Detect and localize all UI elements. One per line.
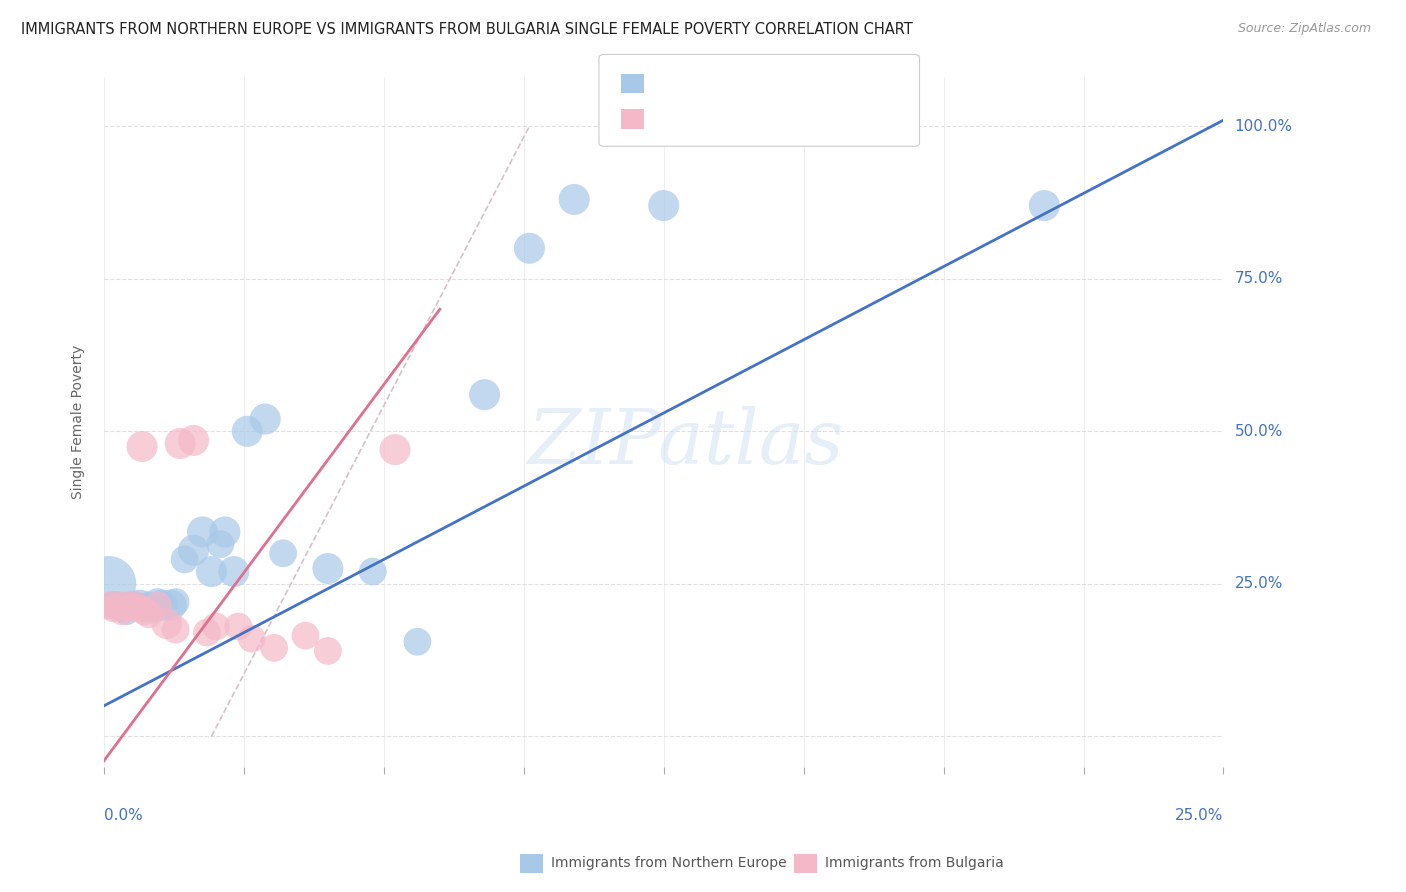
Point [146, 595, 169, 609]
Point [124, 598, 146, 612]
Text: Source: ZipAtlas.com: Source: ZipAtlas.com [1237, 22, 1371, 36]
Point [1033, 198, 1056, 212]
Point [406, 634, 429, 648]
Point [209, 537, 232, 551]
Point [101, 601, 124, 615]
Y-axis label: Single Female Poverty: Single Female Poverty [72, 345, 86, 500]
Point [131, 440, 153, 454]
Point [562, 193, 585, 207]
Point [111, 604, 134, 618]
Point [138, 607, 160, 622]
Point [156, 616, 179, 631]
Point [160, 598, 183, 612]
Point [173, 552, 195, 566]
Point [120, 601, 142, 615]
Point [254, 412, 277, 426]
Point [519, 241, 541, 255]
Point [474, 387, 496, 401]
Point [165, 595, 187, 609]
Point [271, 546, 294, 560]
Point [652, 198, 675, 212]
Point [120, 598, 142, 612]
Point [169, 436, 191, 450]
Point [195, 625, 218, 640]
Point [97, 598, 120, 612]
Point [200, 565, 222, 579]
Point [316, 644, 339, 658]
Point [97, 576, 120, 591]
Point [101, 598, 124, 612]
Point [294, 629, 316, 643]
Text: R = 0.706   N = 33: R = 0.706 N = 33 [654, 76, 818, 91]
Text: 100.0%: 100.0% [1234, 119, 1292, 134]
Point [115, 598, 138, 612]
Point [138, 598, 160, 612]
Text: 75.0%: 75.0% [1234, 271, 1282, 286]
Point [111, 601, 134, 615]
Point [128, 598, 150, 612]
Point [128, 601, 150, 615]
Point [214, 524, 236, 539]
Point [134, 601, 156, 615]
Point [361, 565, 384, 579]
Point [316, 561, 339, 575]
Point [150, 598, 173, 612]
Point [146, 598, 169, 612]
Point [222, 565, 245, 579]
Text: 0.0%: 0.0% [104, 808, 143, 823]
Text: 25.0%: 25.0% [1234, 576, 1282, 591]
Point [183, 434, 205, 448]
Point [191, 524, 214, 539]
Text: ZIPatlas: ZIPatlas [527, 406, 845, 480]
Point [124, 598, 146, 612]
Point [165, 623, 187, 637]
Text: IMMIGRANTS FROM NORTHERN EUROPE VS IMMIGRANTS FROM BULGARIA SINGLE FEMALE POVERT: IMMIGRANTS FROM NORTHERN EUROPE VS IMMIG… [21, 22, 912, 37]
Text: Immigrants from Northern Europe: Immigrants from Northern Europe [551, 856, 787, 871]
Text: R = 0.679   N = 18: R = 0.679 N = 18 [654, 112, 818, 127]
Point [134, 604, 156, 618]
Point [384, 442, 406, 457]
Point [205, 619, 228, 633]
Point [115, 604, 138, 618]
Point [107, 598, 129, 612]
Text: Immigrants from Bulgaria: Immigrants from Bulgaria [825, 856, 1004, 871]
Point [228, 619, 250, 633]
Point [263, 640, 285, 655]
Point [107, 598, 129, 612]
Text: 25.0%: 25.0% [1175, 808, 1223, 823]
Point [240, 632, 263, 646]
Point [142, 601, 165, 615]
Point [236, 424, 259, 438]
Text: 50.0%: 50.0% [1234, 424, 1282, 439]
Point [183, 543, 205, 558]
